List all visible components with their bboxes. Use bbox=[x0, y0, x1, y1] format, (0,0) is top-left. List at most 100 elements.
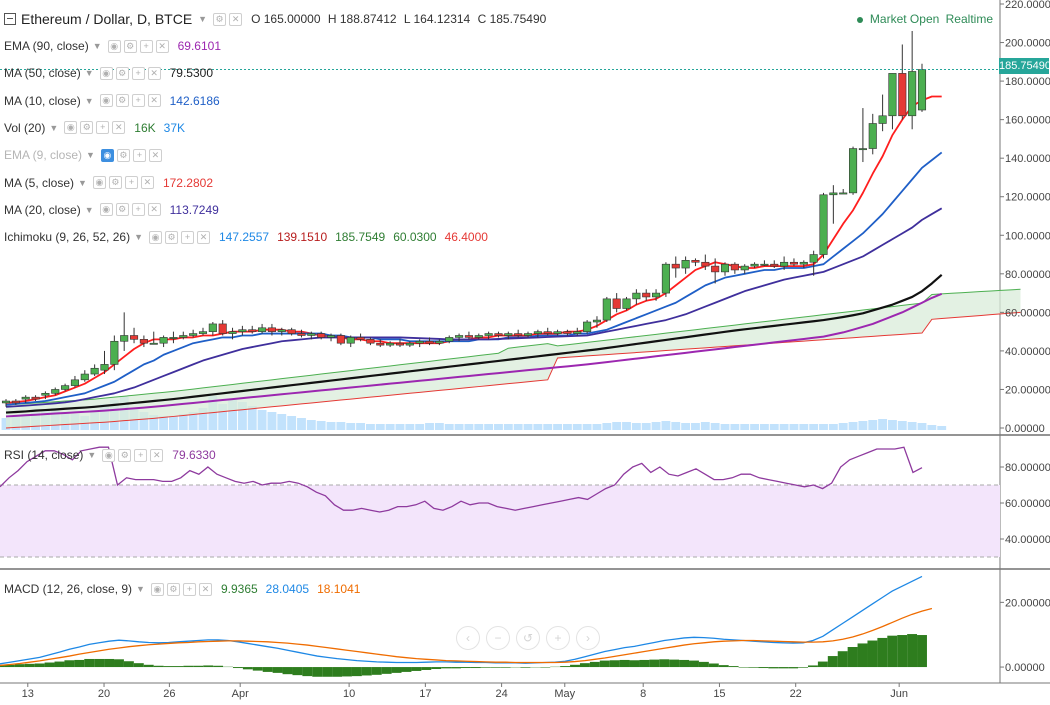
indicator-label[interactable]: MA (10, close) bbox=[4, 94, 81, 108]
eye-icon[interactable]: ◉ bbox=[100, 94, 113, 107]
candle-body bbox=[308, 334, 315, 336]
zoom-in-icon[interactable]: + bbox=[546, 626, 570, 650]
close-icon[interactable]: ✕ bbox=[148, 203, 161, 216]
macd-histogram-bar bbox=[183, 666, 193, 667]
volume-bar bbox=[661, 421, 670, 430]
eye-icon[interactable]: ◉ bbox=[149, 231, 162, 244]
chevron-down-icon[interactable]: ▼ bbox=[86, 150, 95, 160]
plus-icon[interactable]: + bbox=[132, 94, 145, 107]
chevron-down-icon[interactable]: ▼ bbox=[87, 450, 96, 460]
zoom-out-icon[interactable]: − bbox=[486, 626, 510, 650]
chevron-down-icon[interactable]: ▼ bbox=[49, 123, 58, 133]
volume-bar bbox=[681, 423, 690, 430]
rsi-label[interactable]: RSI (14, close) bbox=[4, 448, 83, 462]
macd-histogram-bar bbox=[907, 634, 917, 667]
indicator-label[interactable]: Ichimoku (9, 26, 52, 26) bbox=[4, 230, 130, 244]
chevron-down-icon[interactable]: ▼ bbox=[85, 205, 94, 215]
chevron-down-icon[interactable]: ▼ bbox=[198, 14, 207, 24]
eye-icon[interactable]: ◉ bbox=[64, 121, 77, 134]
close-icon[interactable]: ✕ bbox=[229, 13, 242, 26]
chevron-down-icon[interactable]: ▼ bbox=[134, 232, 143, 242]
close-icon[interactable]: ✕ bbox=[112, 121, 125, 134]
macd-histogram-bar bbox=[322, 667, 332, 677]
volume-bar bbox=[612, 422, 621, 430]
candle-body bbox=[160, 337, 167, 343]
close-icon[interactable]: ✕ bbox=[150, 449, 163, 462]
macd-histogram-bar bbox=[887, 636, 897, 667]
indicator-label[interactable]: EMA (90, close) bbox=[4, 39, 89, 53]
volume-bar bbox=[927, 425, 936, 430]
candle-body bbox=[327, 335, 334, 337]
gear-icon[interactable]: ⚙ bbox=[124, 40, 137, 53]
candle-body bbox=[908, 71, 915, 115]
gear-icon[interactable]: ⚙ bbox=[117, 149, 130, 162]
chevron-down-icon[interactable]: ▼ bbox=[136, 584, 145, 594]
close-icon[interactable]: ✕ bbox=[149, 149, 162, 162]
symbol-title[interactable]: Ethereum / Dollar, D, BTCE bbox=[21, 11, 192, 27]
chevron-left-icon[interactable]: ‹ bbox=[456, 626, 480, 650]
macd-histogram-bar bbox=[392, 667, 402, 673]
collapse-icon[interactable] bbox=[4, 13, 16, 25]
plus-icon[interactable]: + bbox=[96, 121, 109, 134]
close-icon[interactable]: ✕ bbox=[197, 231, 210, 244]
eye-icon[interactable]: ◉ bbox=[101, 149, 114, 162]
gear-icon[interactable]: ⚙ bbox=[109, 176, 122, 189]
chevron-down-icon[interactable]: ▼ bbox=[85, 96, 94, 106]
volume-bar bbox=[622, 422, 631, 430]
chevron-down-icon[interactable]: ▼ bbox=[93, 41, 102, 51]
macd-label[interactable]: MACD (12, 26, close, 9) bbox=[4, 582, 132, 596]
plus-icon[interactable]: + bbox=[181, 231, 194, 244]
market-status[interactable]: Market Open Realtime bbox=[857, 12, 993, 26]
volume-bar bbox=[169, 416, 178, 430]
gear-icon[interactable]: ⚙ bbox=[213, 13, 226, 26]
indicator-label[interactable]: MA (50, close) bbox=[4, 66, 81, 80]
close-icon[interactable]: ✕ bbox=[148, 94, 161, 107]
close-icon[interactable]: ✕ bbox=[199, 583, 212, 596]
eye-icon[interactable]: ◉ bbox=[151, 583, 164, 596]
indicator-label[interactable]: MA (20, close) bbox=[4, 203, 81, 217]
reset-icon[interactable]: ↺ bbox=[516, 626, 540, 650]
indicator-value: 16K bbox=[134, 121, 155, 135]
gear-icon[interactable]: ⚙ bbox=[116, 203, 129, 216]
macd-histogram-bar bbox=[729, 666, 739, 667]
gear-icon[interactable]: ⚙ bbox=[165, 231, 178, 244]
chevron-down-icon[interactable]: ▼ bbox=[85, 68, 94, 78]
gear-icon[interactable]: ⚙ bbox=[118, 449, 131, 462]
macd-histogram-bar bbox=[520, 667, 530, 668]
eye-icon[interactable]: ◉ bbox=[100, 203, 113, 216]
chevron-right-icon[interactable]: › bbox=[576, 626, 600, 650]
close-icon[interactable]: ✕ bbox=[156, 40, 169, 53]
close-icon[interactable]: ✕ bbox=[148, 67, 161, 80]
indicator-label[interactable]: Vol (20) bbox=[4, 121, 45, 135]
plus-icon[interactable]: + bbox=[140, 40, 153, 53]
volume-bar bbox=[356, 423, 365, 430]
rsi-legend: RSI (14, close) ▼ ◉ ⚙ + ✕ 79.6330 bbox=[4, 446, 218, 464]
eye-icon[interactable]: ◉ bbox=[93, 176, 106, 189]
indicator-label[interactable]: EMA (9, close) bbox=[4, 148, 82, 162]
eye-icon[interactable]: ◉ bbox=[100, 67, 113, 80]
eye-icon[interactable]: ◉ bbox=[108, 40, 121, 53]
plus-icon[interactable]: + bbox=[132, 203, 145, 216]
plus-icon[interactable]: + bbox=[134, 449, 147, 462]
eye-icon[interactable]: ◉ bbox=[102, 449, 115, 462]
volume-bar bbox=[701, 422, 710, 430]
gear-icon[interactable]: ⚙ bbox=[167, 583, 180, 596]
plus-icon[interactable]: + bbox=[133, 149, 146, 162]
candle-body bbox=[42, 393, 49, 395]
gear-icon[interactable]: ⚙ bbox=[80, 121, 93, 134]
gear-icon[interactable]: ⚙ bbox=[116, 94, 129, 107]
macd-histogram-bar bbox=[134, 663, 144, 667]
gear-icon[interactable]: ⚙ bbox=[116, 67, 129, 80]
macd-histogram-bar bbox=[362, 667, 372, 675]
chevron-down-icon[interactable]: ▼ bbox=[78, 178, 87, 188]
plus-icon[interactable]: + bbox=[125, 176, 138, 189]
close-icon[interactable]: ✕ bbox=[141, 176, 154, 189]
plus-icon[interactable]: + bbox=[183, 583, 196, 596]
plus-icon[interactable]: + bbox=[132, 67, 145, 80]
volume-bar bbox=[248, 406, 257, 430]
candle-body bbox=[180, 335, 187, 337]
candle-body bbox=[642, 293, 649, 297]
candle-body bbox=[711, 266, 718, 272]
indicator-label[interactable]: MA (5, close) bbox=[4, 176, 74, 190]
